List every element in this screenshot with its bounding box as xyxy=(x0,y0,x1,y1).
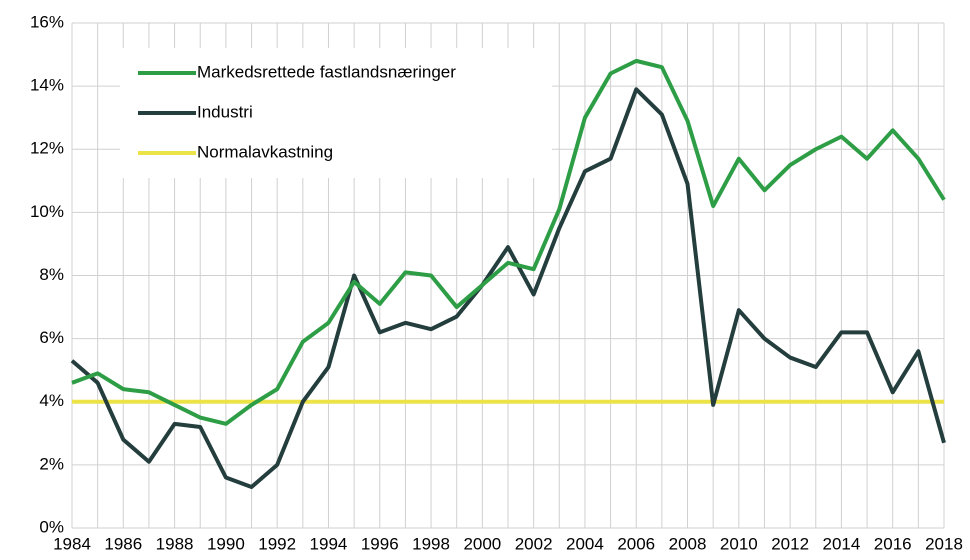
legend-label: Normalavkastning xyxy=(197,142,333,161)
x-tick-label: 1994 xyxy=(310,534,348,553)
x-tick-label: 2004 xyxy=(566,534,604,553)
legend-label: Industri xyxy=(197,102,253,121)
y-tick-label: 16% xyxy=(30,12,64,31)
x-tick-label: 1986 xyxy=(104,534,142,553)
x-tick-label: 2010 xyxy=(720,534,758,553)
y-tick-label: 8% xyxy=(39,265,64,284)
x-tick-label: 2002 xyxy=(515,534,553,553)
y-tick-label: 10% xyxy=(30,202,64,221)
x-tick-label: 1988 xyxy=(156,534,194,553)
x-tick-label: 2012 xyxy=(771,534,809,553)
x-tick-label: 2008 xyxy=(669,534,707,553)
x-tick-label: 2000 xyxy=(463,534,501,553)
y-tick-label: 12% xyxy=(30,139,64,158)
x-tick-label: 2016 xyxy=(874,534,912,553)
x-tick-label: 1996 xyxy=(361,534,399,553)
y-tick-label: 0% xyxy=(39,517,64,536)
x-tick-label: 2014 xyxy=(822,534,860,553)
x-tick-label: 1990 xyxy=(207,534,245,553)
legend: Markedsrettede fastlandsnæringer Industri… xyxy=(120,48,552,178)
y-tick-label: 14% xyxy=(30,76,64,95)
y-tick-label: 6% xyxy=(39,328,64,347)
x-tick-label: 2006 xyxy=(617,534,655,553)
x-tick-label: 1998 xyxy=(412,534,450,553)
series-line xyxy=(70,87,946,489)
series-line xyxy=(71,58,946,426)
x-tick-label: 1984 xyxy=(53,534,91,553)
legend-label: Markedsrettede fastlandsnæringer xyxy=(197,62,456,81)
y-tick-label: 2% xyxy=(39,454,64,473)
x-tick-label: 1992 xyxy=(258,534,296,553)
y-tick-label: 4% xyxy=(39,391,64,410)
x-tick-label: 2018 xyxy=(925,534,963,553)
